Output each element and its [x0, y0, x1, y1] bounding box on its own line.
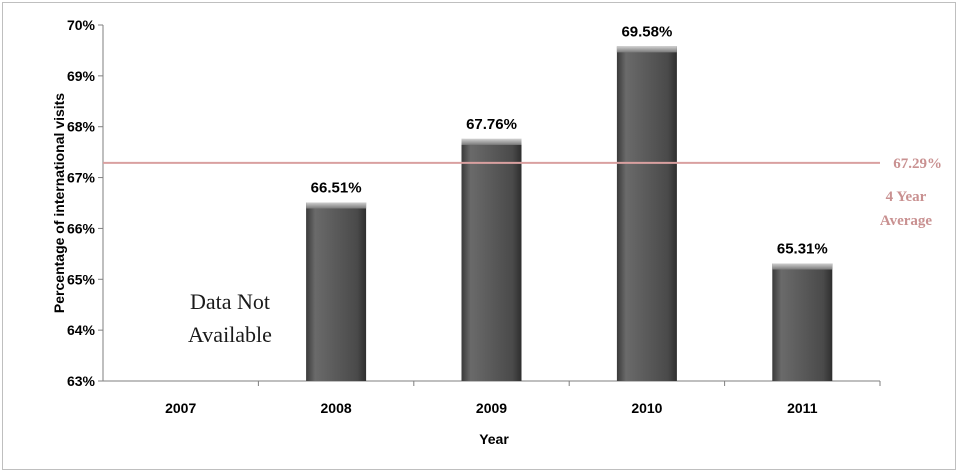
- average-caption-line2: Average: [880, 213, 933, 229]
- bar-body: [772, 263, 833, 381]
- y-tick-label: 66%: [67, 220, 96, 236]
- y-tick-label: 65%: [67, 271, 96, 287]
- x-tick-label: 2011: [787, 400, 818, 416]
- y-tick-label: 70%: [67, 17, 96, 33]
- y-tick-label: 64%: [67, 322, 96, 338]
- bar-cap: [461, 138, 522, 145]
- bar-cap: [616, 46, 677, 53]
- average-caption-line1: 4 Year: [886, 189, 927, 205]
- average-value-label: 67.29%: [893, 156, 942, 172]
- data-label-2011: 65.31%: [777, 241, 828, 258]
- bar-body: [306, 202, 367, 381]
- x-axis-title: Year: [479, 431, 509, 447]
- data-not-available-line1: Data Not: [190, 289, 270, 314]
- y-tick-label: 68%: [67, 119, 96, 135]
- data-label-2009: 67.76%: [466, 116, 517, 133]
- x-tick-label: 2010: [631, 400, 662, 416]
- data-label-2008: 66.51%: [311, 179, 362, 196]
- x-tick-label: 2009: [476, 400, 507, 416]
- bar-2010: [616, 46, 677, 382]
- data-not-available-line2: Available: [188, 322, 272, 347]
- bar-body: [616, 46, 677, 382]
- bar-cap: [306, 202, 367, 209]
- bar-body: [461, 138, 522, 381]
- x-tick-label: 2008: [321, 400, 352, 416]
- bar-2009: [461, 138, 522, 381]
- x-tick-label: 2007: [165, 400, 196, 416]
- data-label-2010: 69.58%: [621, 23, 672, 40]
- y-tick-label: 67%: [67, 170, 96, 186]
- y-tick-label: 69%: [67, 68, 96, 84]
- y-axis-title: Percentage of international visits: [51, 93, 67, 313]
- bar-2011: [772, 263, 833, 381]
- y-tick-label: 63%: [67, 373, 96, 389]
- bar-2008: [306, 202, 367, 381]
- bar-cap: [772, 263, 833, 270]
